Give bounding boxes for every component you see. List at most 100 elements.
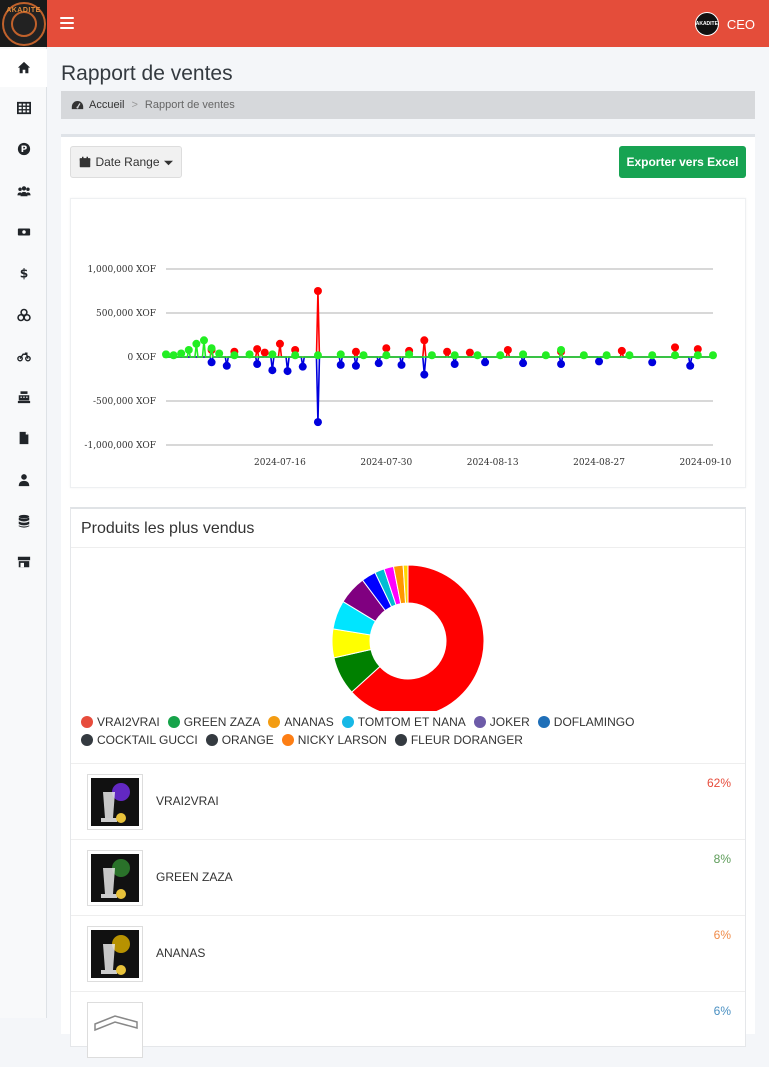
data-point[interactable] — [686, 361, 695, 370]
date-range-button[interactable]: Date Range — [70, 146, 182, 178]
data-point[interactable] — [260, 348, 269, 357]
data-point[interactable] — [602, 351, 611, 360]
legend-item[interactable]: TOMTOM ET NANA — [341, 715, 466, 729]
data-point[interactable] — [625, 351, 634, 360]
data-point[interactable] — [162, 350, 170, 359]
data-point[interactable] — [465, 348, 474, 357]
data-point[interactable] — [275, 339, 284, 348]
data-point[interactable] — [207, 358, 216, 367]
data-point[interactable] — [450, 360, 459, 369]
data-point[interactable] — [192, 339, 201, 348]
data-point[interactable] — [519, 350, 528, 359]
data-point[interactable] — [671, 343, 680, 352]
data-point[interactable] — [557, 360, 566, 369]
data-point[interactable] — [268, 366, 277, 375]
data-point[interactable] — [557, 345, 566, 354]
data-point[interactable] — [313, 418, 322, 427]
data-point[interactable] — [382, 351, 391, 360]
legend-item[interactable]: VRAI2VRAI — [81, 715, 160, 729]
data-point[interactable] — [351, 361, 360, 370]
legend-item[interactable]: COCKTAIL GUCCI — [81, 733, 198, 747]
data-point[interactable] — [177, 349, 186, 358]
data-point[interactable] — [443, 347, 452, 356]
legend-item[interactable]: ANANAS — [268, 715, 334, 729]
breadcrumb-home[interactable]: Accueil — [71, 99, 124, 111]
x-tick-label: 2024-07-16 — [254, 458, 306, 468]
data-point[interactable] — [359, 351, 368, 360]
legend-item[interactable]: FLEUR DORANGER — [394, 733, 523, 747]
product-row[interactable]: GREEN ZAZA 8% — [71, 839, 745, 915]
sidebar-item-users[interactable] — [0, 172, 47, 210]
data-point[interactable] — [595, 357, 604, 366]
legend-item[interactable]: ORANGE — [205, 733, 274, 747]
sidebar-item-parking[interactable]: P — [0, 130, 47, 168]
legend-item[interactable]: GREEN ZAZA — [167, 715, 260, 729]
sidebar-item-table[interactable] — [0, 89, 47, 127]
data-point[interactable] — [709, 351, 717, 360]
data-point[interactable] — [374, 359, 383, 368]
menu-toggle-icon[interactable] — [60, 15, 74, 31]
data-point[interactable] — [405, 350, 414, 359]
data-point[interactable] — [427, 351, 436, 360]
sidebar-item-database[interactable] — [0, 502, 47, 540]
data-point[interactable] — [298, 362, 307, 371]
data-point[interactable] — [420, 336, 429, 345]
donut-slice[interactable] — [351, 564, 485, 711]
data-point[interactable] — [541, 351, 550, 360]
legend-item[interactable]: DOFLAMINGO — [537, 715, 634, 729]
data-point[interactable] — [313, 351, 322, 360]
donut-slice[interactable] — [402, 564, 409, 604]
sidebar-item-profile[interactable] — [0, 461, 47, 499]
data-point[interactable] — [253, 360, 262, 369]
data-point[interactable] — [291, 351, 300, 360]
user-menu[interactable]: AKADITE CEO — [694, 12, 755, 36]
sales-line-chart: 1,000,000 XOF 500,000 XOF 0 XOF -500,000 XO… — [84, 265, 731, 468]
data-point[interactable] — [579, 351, 588, 360]
data-point[interactable] — [207, 344, 216, 353]
data-point[interactable] — [397, 360, 406, 369]
data-point[interactable] — [253, 345, 262, 354]
data-point[interactable] — [481, 358, 490, 367]
data-point[interactable] — [382, 344, 391, 353]
data-point[interactable] — [230, 351, 239, 360]
data-point[interactable] — [503, 345, 512, 354]
product-row[interactable]: VRAI2VRAI 62% — [71, 763, 745, 839]
data-point[interactable] — [693, 351, 702, 360]
data-point[interactable] — [671, 351, 680, 360]
data-point[interactable] — [215, 349, 224, 358]
data-point[interactable] — [473, 351, 482, 360]
data-point[interactable] — [268, 350, 277, 359]
data-point[interactable] — [199, 336, 208, 345]
data-point[interactable] — [420, 370, 429, 379]
data-point[interactable] — [496, 351, 505, 360]
sidebar-item-dollar[interactable]: $ — [0, 254, 47, 292]
sidebar-item-boxes[interactable] — [0, 296, 47, 334]
data-point[interactable] — [336, 360, 345, 369]
data-point[interactable] — [648, 351, 657, 360]
data-point[interactable] — [351, 347, 360, 356]
sidebar-item-money[interactable] — [0, 213, 47, 251]
sidebar-item-home[interactable] — [0, 49, 47, 87]
data-point[interactable] — [283, 367, 292, 376]
export-excel-button[interactable]: Exporter vers Excel — [619, 146, 746, 178]
sidebar-item-delivery[interactable] — [0, 337, 47, 375]
legend-item[interactable]: NICKY LARSON — [281, 733, 387, 747]
data-point[interactable] — [648, 358, 657, 367]
data-point[interactable] — [450, 351, 459, 360]
sidebar-item-documents[interactable] — [0, 419, 47, 457]
data-point[interactable] — [222, 361, 231, 370]
data-point[interactable] — [519, 359, 528, 368]
brand-logo[interactable]: AKADITE — [0, 0, 47, 47]
sidebar-item-cash-register[interactable] — [0, 378, 47, 416]
data-point[interactable] — [184, 345, 193, 354]
data-point[interactable] — [169, 351, 178, 360]
data-point[interactable] — [245, 350, 254, 359]
data-point[interactable] — [336, 350, 345, 359]
data-point[interactable] — [617, 346, 626, 355]
product-row[interactable]: ANANAS 6% — [71, 915, 745, 991]
product-row[interactable]: 6% — [71, 991, 745, 1067]
legend-item[interactable]: JOKER — [473, 715, 530, 729]
data-point[interactable] — [693, 345, 702, 354]
sidebar-item-store[interactable] — [0, 543, 47, 581]
data-point[interactable] — [313, 287, 322, 295]
